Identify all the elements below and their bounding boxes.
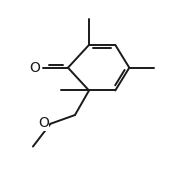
Text: O: O xyxy=(38,116,49,130)
Text: O: O xyxy=(29,61,40,75)
